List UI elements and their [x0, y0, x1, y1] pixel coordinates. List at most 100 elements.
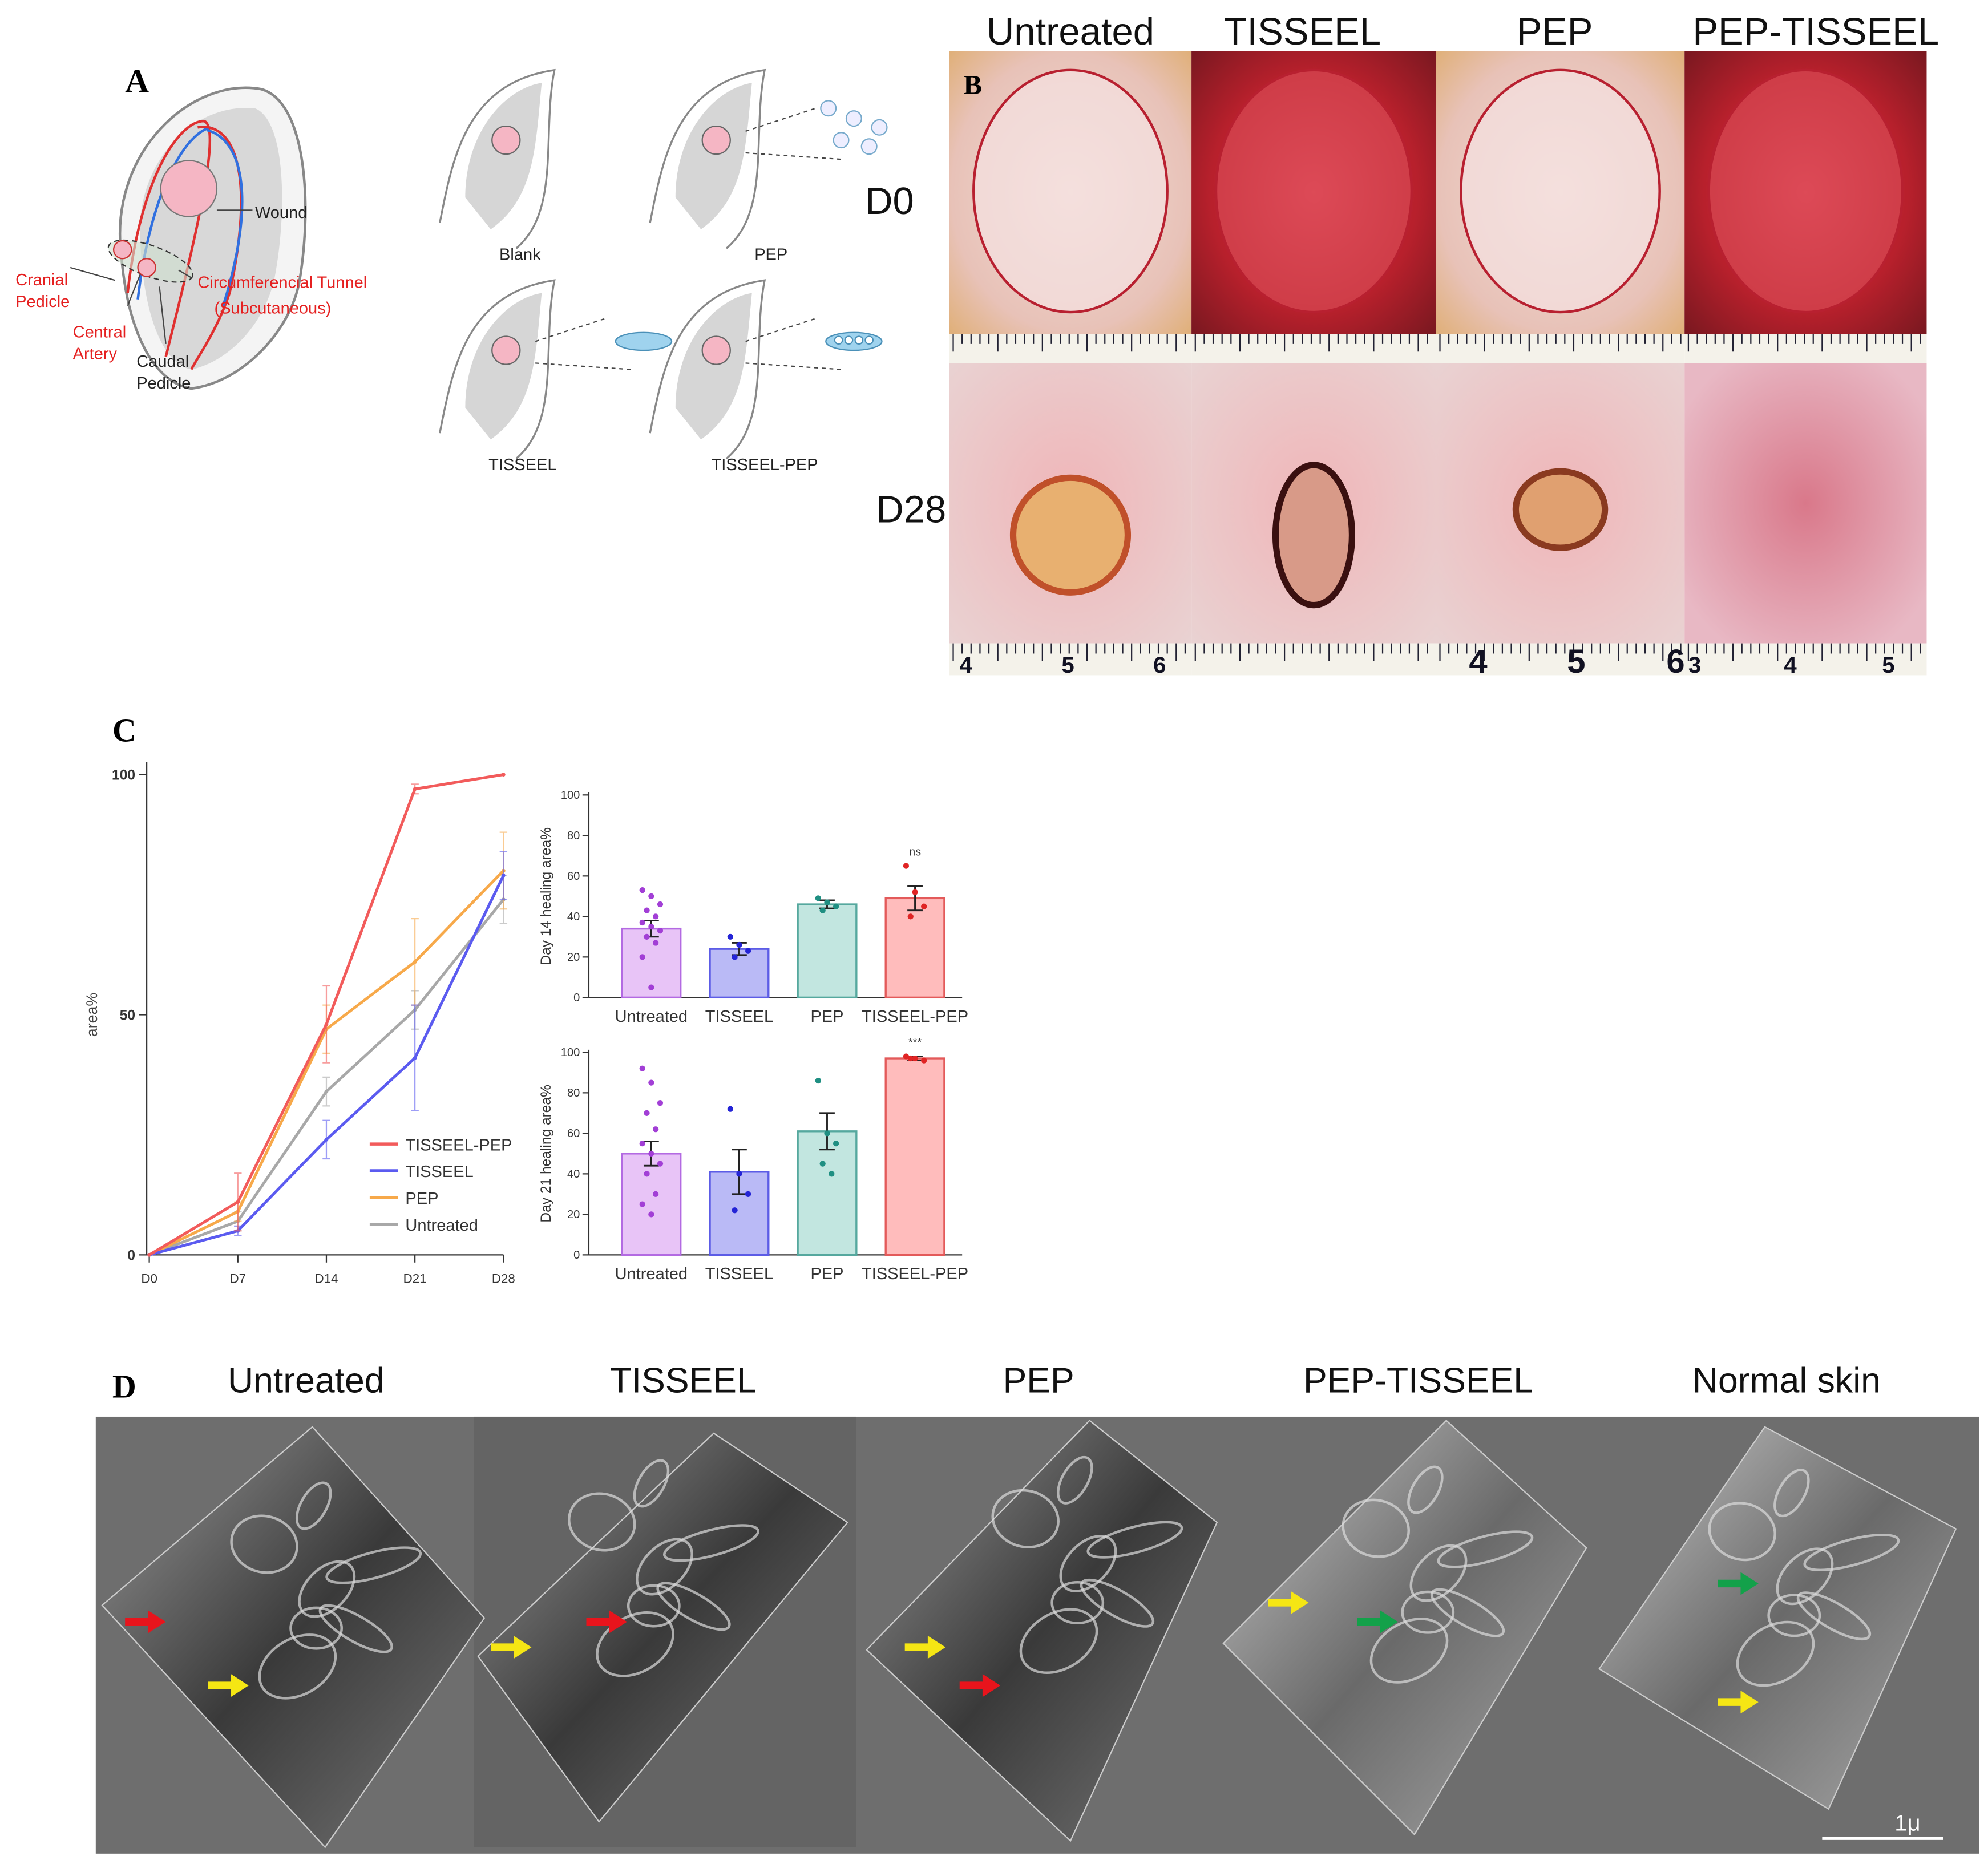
- scab: [1009, 474, 1132, 596]
- data-point: [815, 895, 821, 901]
- series-line: [148, 875, 505, 1256]
- tissue-structure: [1708, 1502, 1776, 1562]
- tissue-block: [1598, 1426, 1957, 1810]
- column-header: PEP-TISSEEL: [1303, 1361, 1533, 1401]
- column-header: Untreated: [987, 10, 1154, 53]
- tissue-structure: [663, 1524, 759, 1562]
- data-point: [727, 933, 733, 940]
- particle: [845, 110, 862, 127]
- legend-label: TISSEEL: [405, 1163, 473, 1181]
- data-point: [745, 1191, 751, 1198]
- tissue-structure: [1342, 1498, 1410, 1558]
- y-tick-label: 40: [567, 911, 580, 923]
- bar: [621, 1153, 682, 1256]
- ruler: [1436, 643, 1685, 676]
- data-point: [824, 899, 830, 905]
- data-point: [819, 1161, 826, 1167]
- data-point: [912, 889, 918, 895]
- x-tick-label: PEP: [810, 1008, 843, 1026]
- tissue-block: [477, 1432, 848, 1823]
- x-tick-label: D7: [230, 1272, 247, 1286]
- tissue-block: [866, 1420, 1218, 1842]
- tissue-structure: [258, 1633, 337, 1700]
- charts: 0 50 100 D0 D7 D14 D21 D28 area% TISSEEL-PEP TISSE…: [83, 762, 968, 1286]
- wound: [701, 125, 731, 155]
- leader: [745, 318, 816, 342]
- tissue-structure: [1407, 1465, 1444, 1514]
- point: [324, 1089, 329, 1094]
- y-axis-label: area%: [83, 993, 100, 1037]
- ruler-label: 6: [1666, 643, 1684, 680]
- column-header: TISSEEL: [1224, 10, 1381, 53]
- bar: [884, 897, 945, 999]
- y-tick-label: 80: [567, 1087, 580, 1099]
- wound-edge: [972, 68, 1169, 314]
- x-tick-label: Untreated: [615, 1008, 688, 1026]
- data-point: [657, 1161, 664, 1167]
- column-header: PEP: [1516, 10, 1593, 53]
- arrow: [959, 1674, 1001, 1697]
- point: [236, 1200, 240, 1204]
- point: [413, 960, 417, 964]
- group-label: PEP: [754, 246, 787, 264]
- annotation: Circumferencial Tunnel: [197, 274, 367, 292]
- tissue-structure: [289, 1606, 343, 1650]
- legend-label: Untreated: [405, 1216, 478, 1235]
- bar: [709, 948, 770, 999]
- wound: [491, 335, 521, 365]
- tissue-structure: [1437, 1530, 1534, 1568]
- tissue-structure: [633, 1459, 670, 1508]
- data-point: [639, 919, 645, 926]
- data-point: [829, 1171, 835, 1177]
- y-axis-label: Day 14 healing area%: [539, 827, 554, 965]
- flap-inner: [465, 293, 542, 440]
- arrow: [1268, 1591, 1309, 1615]
- flap-inner: [465, 83, 542, 229]
- y-tick-label: 0: [573, 992, 580, 1004]
- panel-label: B: [963, 69, 982, 100]
- x-tick-label: D0: [141, 1272, 157, 1286]
- particle: [820, 100, 837, 117]
- group-label: TISSEEL: [488, 456, 556, 474]
- ruler: [949, 334, 1192, 363]
- data-point: [732, 1207, 738, 1214]
- flap: [439, 68, 556, 249]
- y-tick-label: 100: [561, 789, 580, 802]
- data-point: [648, 923, 654, 930]
- x-tick-label: TISSEEL-PEP: [862, 1265, 968, 1283]
- tissue-structure: [627, 1584, 681, 1628]
- data-point: [639, 954, 645, 960]
- tissue-structure: [230, 1514, 298, 1574]
- leader: [745, 362, 842, 370]
- data-point: [639, 887, 645, 893]
- tissue-structure: [1773, 1469, 1810, 1518]
- ruler-label: 4: [1469, 643, 1487, 680]
- data-point: [653, 913, 659, 920]
- data-point: [644, 933, 650, 940]
- arrow: [1718, 1572, 1759, 1595]
- ruler-label: 6: [1153, 652, 1166, 678]
- data-point: [648, 1211, 654, 1218]
- ruler: [1684, 643, 1927, 676]
- data-point: [745, 948, 751, 954]
- data-point: [833, 903, 839, 909]
- data-point: [648, 1079, 654, 1086]
- x-tick-label: TISSEEL: [705, 1265, 773, 1283]
- particle: [854, 335, 864, 345]
- ruler: [949, 643, 1192, 676]
- particle: [844, 335, 854, 345]
- x-tick-label: Untreated: [615, 1265, 688, 1283]
- bar: [797, 1130, 858, 1256]
- particle: [834, 335, 843, 345]
- data-point: [736, 1171, 742, 1177]
- point: [147, 1253, 151, 1257]
- data-point: [727, 1106, 733, 1112]
- data-point: [657, 928, 664, 934]
- row-label: D28: [876, 488, 946, 531]
- column-header: PEP: [1003, 1361, 1074, 1401]
- arrow: [586, 1610, 627, 1633]
- column-header: Untreated: [228, 1361, 385, 1401]
- y-tick-label: 0: [573, 1249, 580, 1261]
